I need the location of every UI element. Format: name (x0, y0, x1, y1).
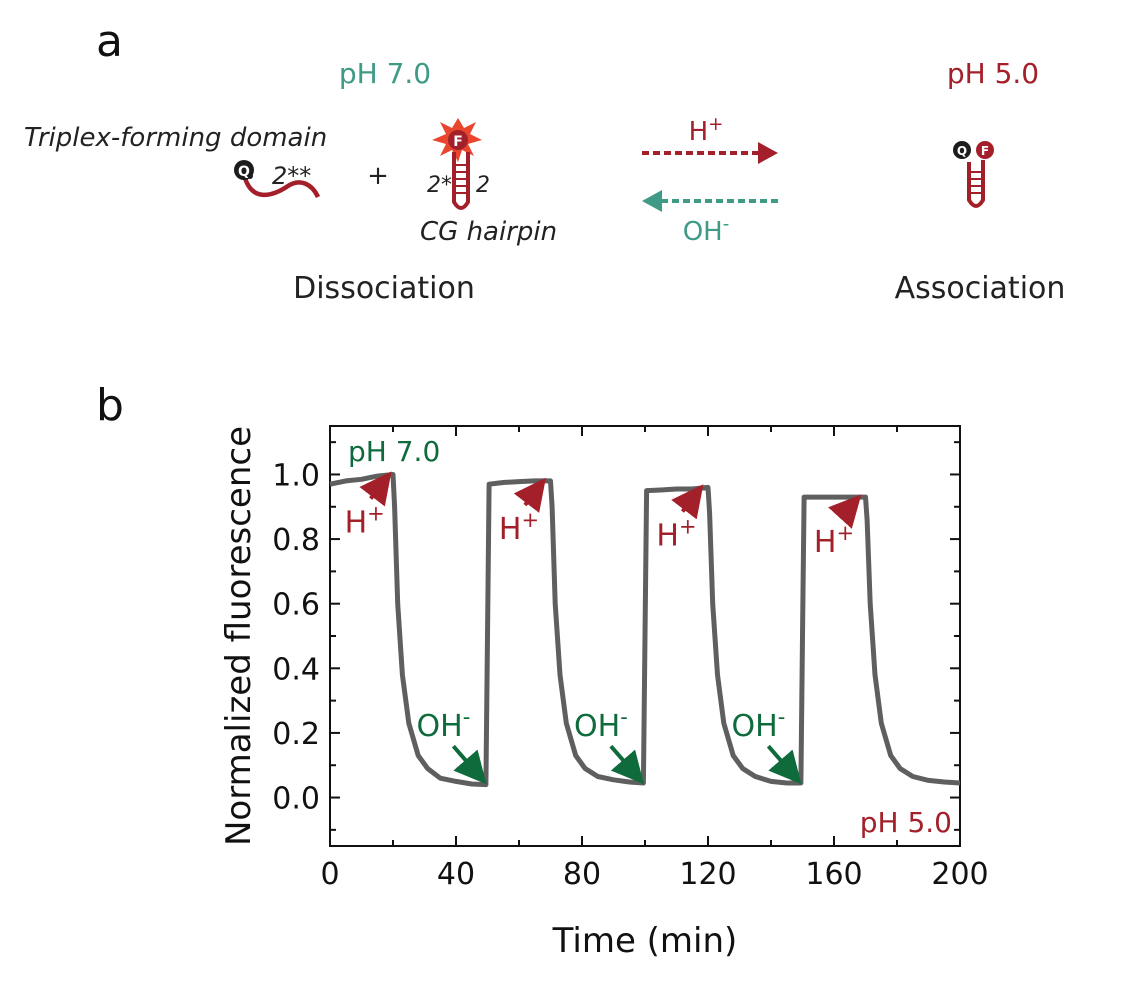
h-plus-annotation: H+ (656, 484, 704, 554)
annotation-label: H+ (814, 521, 854, 560)
y-tick-label: 0.8 (272, 523, 320, 558)
dissociation-label: Dissociation (293, 271, 475, 306)
annotation-label: OH- (732, 705, 786, 744)
annotation-label: OH- (574, 705, 628, 744)
reverse-arrow-label: OH- (683, 214, 730, 248)
hairpin-2-label: 2 (476, 173, 490, 198)
annotations: H+ H+ H+ H+ OH- OH- OH- (345, 471, 862, 785)
y-tick-label: 0.4 (272, 652, 320, 687)
domain-2ss-label: 2** (272, 162, 311, 190)
annotation-arrow (609, 744, 644, 785)
annotation-arrow (513, 477, 546, 513)
x-tick-label: 160 (805, 857, 862, 892)
y-tick-label: 1.0 (272, 458, 320, 493)
forward-arrow (642, 142, 778, 164)
end-state-label: pH 5.0 (860, 806, 952, 839)
left-state-label: pH 7.0 (339, 57, 431, 90)
panel-a-label: a (96, 16, 123, 67)
hairpin-icon: F (432, 118, 482, 210)
plus-sign: + (367, 161, 389, 191)
x-tick-label: 200 (931, 857, 988, 892)
h-plus-annotation: H+ (345, 471, 392, 541)
start-state-label: pH 7.0 (348, 435, 440, 468)
annotation-arrow (671, 484, 704, 520)
tick-labels: 0 40 80 120 160 200 0.0 0.2 0.4 0.6 0.8 1.0 (272, 458, 988, 892)
x-tick-label: 80 (563, 857, 601, 892)
right-state-label: pH 5.0 (947, 57, 1039, 90)
y-tick-label: 0.0 (272, 782, 320, 817)
forward-arrow-label: H+ (689, 114, 724, 148)
annotation-arrow (828, 494, 862, 529)
annotation-label: OH- (417, 705, 471, 744)
quencher-label: Q (238, 164, 250, 180)
annotation-label: H+ (499, 508, 539, 547)
oh-minus-annotation: OH- (417, 705, 487, 785)
complex-quencher-label: Q (957, 144, 967, 158)
hairpin-2s-label: 2* (427, 173, 452, 198)
cg-hairpin-label: CG hairpin (420, 217, 557, 247)
x-tick-label: 120 (679, 857, 736, 892)
complex-fluorophore-label: F (981, 144, 989, 158)
annotation-arrow (451, 744, 487, 785)
fluorophore-label: F (453, 134, 463, 150)
y-axis-label: Normalized fluorescence (219, 426, 259, 846)
panel-b-label: b (96, 380, 124, 431)
triplex-strand-icon: Q (234, 160, 321, 199)
oh-minus-annotation: OH- (574, 705, 644, 785)
reverse-arrow (642, 190, 778, 212)
oh-minus-annotation: OH- (732, 705, 802, 785)
axis-ticks (329, 426, 961, 846)
y-tick-label: 0.2 (272, 717, 320, 752)
x-axis-label: Time (min) (552, 921, 738, 961)
annotation-arrow (359, 471, 392, 507)
x-tick-label: 40 (437, 857, 475, 892)
annotation-arrow (766, 744, 802, 785)
y-tick-label: 0.6 (272, 588, 320, 623)
annotation-label: H+ (656, 515, 696, 554)
x-tick-label: 0 (320, 857, 339, 892)
h-plus-annotation: H+ (814, 494, 862, 560)
association-label: Association (895, 271, 1066, 306)
h-plus-annotation: H+ (499, 477, 546, 547)
panel-a: a pH 7.0 pH 5.0 Triplex-forming domain Q… (24, 16, 1065, 306)
complex-icon: Q F (953, 141, 994, 208)
triplex-domain-label: Triplex-forming domain (24, 123, 327, 153)
annotation-label: H+ (345, 502, 385, 541)
